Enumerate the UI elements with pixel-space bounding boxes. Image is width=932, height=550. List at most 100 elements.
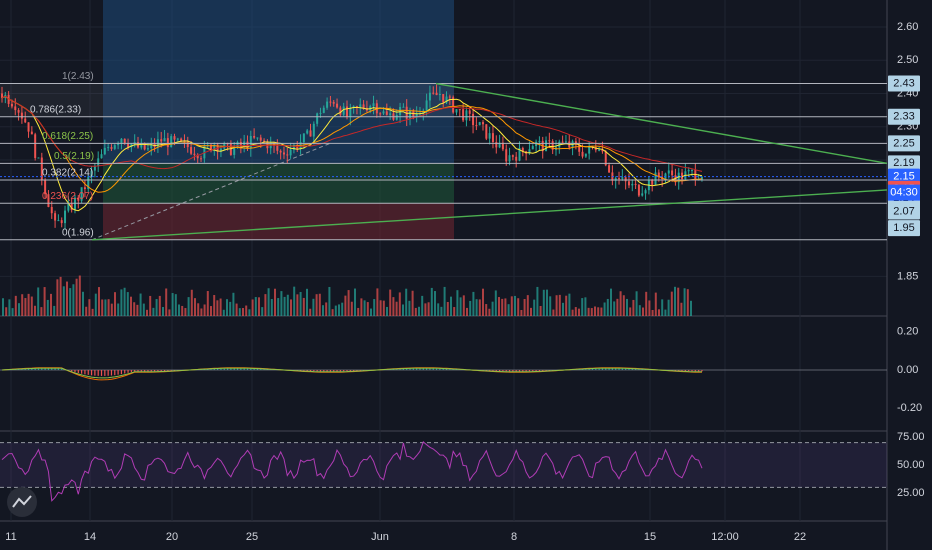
candle[interactable] [117,143,120,146]
candle[interactable] [432,92,435,94]
candle[interactable] [545,140,548,152]
candle[interactable] [594,147,597,151]
candle[interactable] [226,143,229,145]
upper-trendline[interactable] [435,82,888,165]
candle[interactable] [604,151,607,166]
candle[interactable] [452,97,455,113]
candle[interactable] [641,193,644,196]
candle[interactable] [97,158,100,166]
candle[interactable] [564,141,567,143]
candle[interactable] [1,93,3,98]
candle[interactable] [578,144,581,152]
candle[interactable] [349,107,352,118]
candle[interactable] [332,102,335,104]
candle[interactable] [180,138,183,142]
price-label-tag[interactable] [888,168,920,185]
candle[interactable] [627,181,630,186]
candle[interactable] [482,122,485,125]
candle[interactable] [409,110,412,119]
candle[interactable] [80,187,83,201]
candle[interactable] [160,139,163,142]
candle[interactable] [37,157,40,159]
candle[interactable] [339,107,342,115]
candle[interactable] [239,141,242,147]
candle[interactable] [150,143,153,149]
candle[interactable] [355,106,358,108]
candle[interactable] [10,103,13,107]
candle[interactable] [34,134,37,159]
candle[interactable] [196,154,199,159]
candle[interactable] [77,197,80,201]
candle[interactable] [282,152,285,155]
price-label-tag[interactable] [888,135,920,152]
candle[interactable] [677,172,680,183]
candle[interactable] [438,94,441,96]
candle[interactable] [548,140,551,142]
candle[interactable] [103,147,106,155]
candle[interactable] [249,135,252,149]
candle[interactable] [458,109,461,111]
candle[interactable] [581,151,584,157]
countdown-tag[interactable] [888,184,920,201]
candle[interactable] [44,180,47,195]
candle[interactable] [312,123,315,137]
candle[interactable] [667,170,670,174]
price-axis[interactable]: 2.602.502.402.302.201.852.432.332.252.19… [888,21,925,499]
trendlines[interactable] [91,82,888,241]
candle[interactable] [83,187,86,190]
candle[interactable] [624,177,627,182]
candle[interactable] [57,220,60,222]
candle[interactable] [219,148,222,152]
candle[interactable] [319,112,322,114]
candle[interactable] [379,113,382,115]
time-axis[interactable]: 11 14 20 25 Jun 8 15 12:00 22 [5,531,806,543]
candle[interactable] [170,136,173,148]
candle[interactable] [445,96,448,103]
candle[interactable] [448,96,451,98]
candle[interactable] [186,141,189,148]
candle[interactable] [425,100,428,111]
candle[interactable] [243,141,246,147]
lower-trendline[interactable] [91,189,888,241]
candle[interactable] [442,94,445,103]
candle[interactable] [412,110,415,118]
candle[interactable] [306,130,309,134]
candle[interactable] [113,145,116,149]
candle[interactable] [67,203,70,211]
candle[interactable] [289,149,292,156]
candle[interactable] [402,106,405,108]
candle[interactable] [229,143,232,155]
candle[interactable] [302,133,305,143]
candle[interactable] [631,183,634,186]
candle[interactable] [346,106,348,118]
candle[interactable] [584,153,587,157]
candle[interactable] [498,142,501,148]
candle[interactable] [236,141,239,148]
candle[interactable] [316,113,319,124]
candle[interactable] [691,170,693,172]
candle[interactable] [588,146,591,154]
candle[interactable] [644,190,647,194]
candle[interactable] [501,142,504,150]
candle[interactable] [64,210,67,224]
candle[interactable] [190,147,193,154]
candle[interactable] [399,106,402,116]
candle[interactable] [110,147,113,149]
candle[interactable] [173,136,176,140]
candle[interactable] [163,138,166,142]
candle[interactable] [120,138,123,144]
candle[interactable] [531,146,534,150]
candle[interactable] [193,153,196,155]
candle[interactable] [209,144,212,151]
candle[interactable] [279,150,282,153]
candle[interactable] [100,154,103,159]
candle[interactable] [123,138,126,144]
candle[interactable] [681,172,684,180]
candle[interactable] [508,155,511,162]
candle[interactable] [462,109,465,121]
candle[interactable] [518,147,521,161]
candle[interactable] [671,170,674,176]
candle[interactable] [700,177,703,180]
candle[interactable] [601,149,604,152]
candle[interactable] [651,180,654,185]
